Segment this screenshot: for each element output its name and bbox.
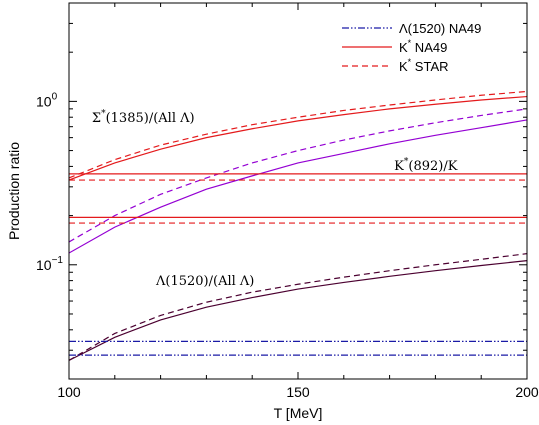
curve-annotation: Λ(1520)/(All Λ) <box>155 274 254 289</box>
legend-entry-label: K* STAR <box>399 57 449 74</box>
legend-entry-label: K* NA49 <box>399 38 447 55</box>
axis-ticks: 100 150 200 10−1 100 <box>36 3 539 400</box>
plot-frame <box>68 2 528 380</box>
series-line-1 <box>69 90 527 179</box>
series-line-2 <box>69 119 527 254</box>
x-axis-label: T [MeV] <box>274 405 323 421</box>
y-axis-label: Production ratio <box>6 142 22 240</box>
series-line-3 <box>69 108 527 243</box>
y-tick-label: 10−1 <box>36 255 63 273</box>
series-line-0 <box>69 95 527 181</box>
series-line-4 <box>69 260 527 361</box>
legend: Λ(1520) NA49 K* NA49 K* STAR <box>342 21 481 74</box>
plot-border <box>68 2 528 380</box>
x-tick-label: 200 <box>515 384 539 400</box>
legend-entry-label: Λ(1520) NA49 <box>399 21 481 36</box>
annotations: Σ*(1385)/(All Λ) K*(892)/K Λ(1520)/(All Λ) <box>92 109 458 289</box>
curve-annotation: Σ*(1385)/(All Λ) <box>92 109 195 126</box>
curve-annotation: K*(892)/K <box>394 157 458 174</box>
series-line-5 <box>69 253 527 361</box>
series-layer <box>69 90 527 361</box>
x-tick-label: 150 <box>286 384 310 400</box>
x-tick-label: 100 <box>57 384 81 400</box>
y-tick-label: 100 <box>36 91 58 109</box>
